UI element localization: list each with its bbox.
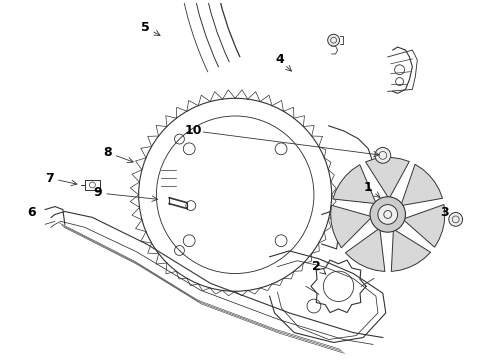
Polygon shape (330, 205, 371, 248)
Circle shape (448, 212, 462, 226)
Polygon shape (345, 228, 384, 271)
Text: 8: 8 (102, 146, 111, 159)
Text: 7: 7 (44, 171, 53, 185)
Polygon shape (332, 165, 375, 204)
Circle shape (369, 197, 405, 232)
Text: 3: 3 (440, 206, 448, 219)
Text: 5: 5 (141, 21, 150, 34)
Polygon shape (400, 164, 442, 206)
Text: 1: 1 (363, 181, 372, 194)
Polygon shape (390, 229, 430, 271)
Text: 6: 6 (27, 206, 36, 219)
Polygon shape (402, 204, 444, 247)
Text: 10: 10 (184, 124, 202, 137)
Text: 4: 4 (275, 53, 283, 66)
Text: 9: 9 (93, 186, 102, 199)
Circle shape (327, 34, 339, 46)
Text: 2: 2 (312, 260, 321, 273)
Polygon shape (365, 158, 408, 199)
Circle shape (377, 204, 397, 224)
Circle shape (374, 148, 390, 163)
